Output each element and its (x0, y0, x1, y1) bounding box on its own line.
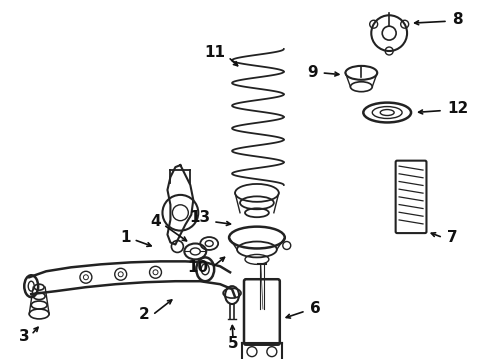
Text: 5: 5 (228, 336, 238, 351)
Text: 4: 4 (150, 214, 161, 229)
Text: 7: 7 (447, 230, 458, 245)
Text: 13: 13 (189, 210, 210, 225)
Text: 12: 12 (447, 101, 468, 116)
Text: 2: 2 (139, 307, 149, 323)
Text: 3: 3 (19, 329, 29, 344)
Text: 9: 9 (307, 65, 318, 80)
Text: 11: 11 (204, 45, 225, 60)
Text: 8: 8 (452, 12, 463, 27)
Text: 1: 1 (120, 230, 131, 245)
Text: 6: 6 (310, 301, 320, 316)
Text: 10: 10 (187, 260, 208, 275)
